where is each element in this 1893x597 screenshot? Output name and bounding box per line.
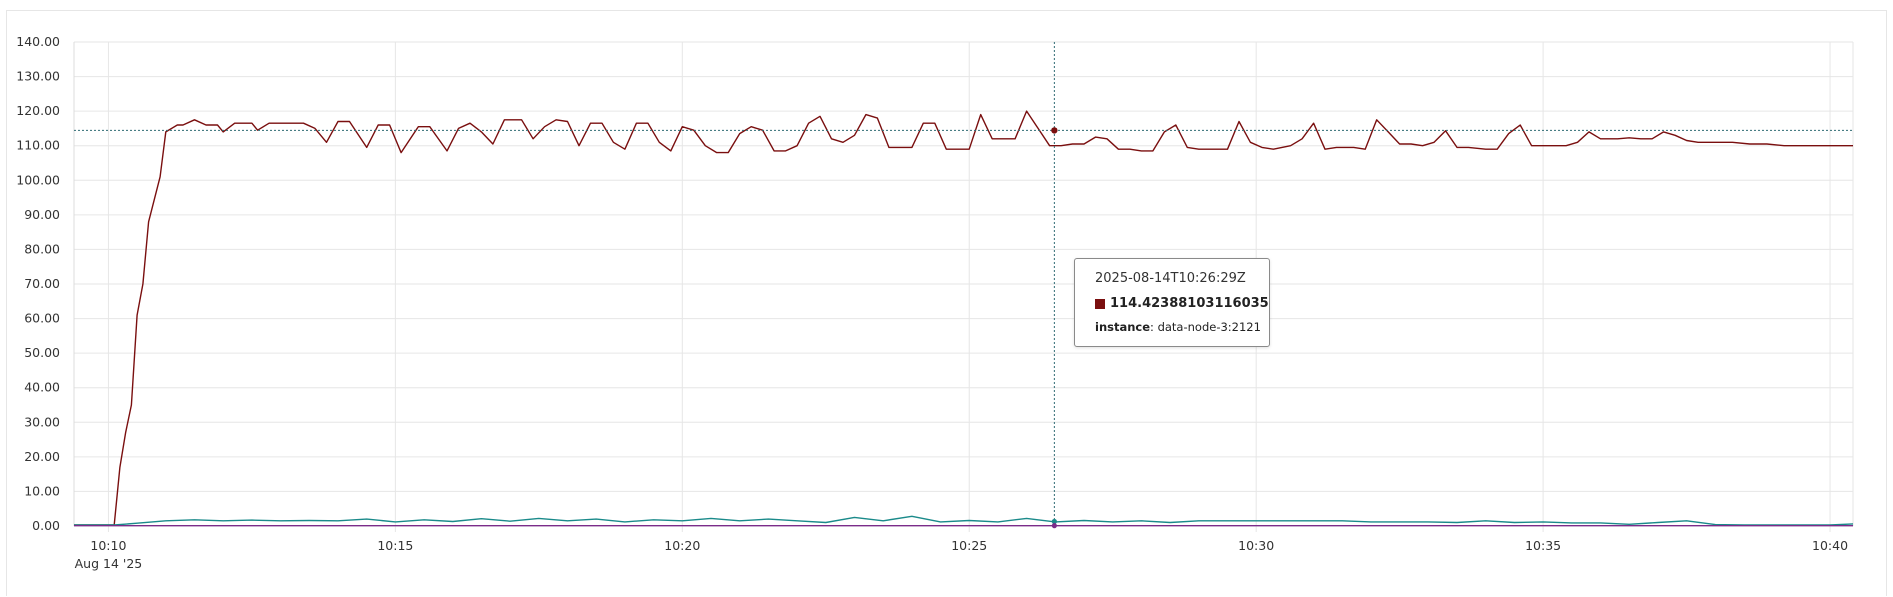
y-tick-label: 80.00 — [24, 241, 60, 256]
x-axis-tick-labels: 10:10 10:15 10:20 10:25 10:30 10:35 10:40 — [90, 538, 1848, 553]
y-tick-label: 60.00 — [24, 311, 60, 326]
y-tick-label: 70.00 — [24, 276, 60, 291]
series-line-2 — [74, 515, 1854, 526]
x-tick-label: 10:15 — [377, 538, 413, 553]
y-tick-label: 90.00 — [24, 207, 60, 222]
y-axis-tick-labels: 0.00 10.00 20.00 30.00 40.00 50.00 60.00 70.00 8… — [16, 34, 60, 533]
y-tick-label: 120.00 — [16, 103, 60, 118]
y-tick-label: 0.00 — [32, 518, 60, 533]
y-tick-label: 110.00 — [16, 138, 60, 153]
y-tick-label: 100.00 — [16, 172, 60, 187]
crosshair-point-series-3 — [1051, 523, 1057, 529]
y-tick-label: 140.00 — [16, 34, 60, 49]
y-tick-label: 10.00 — [24, 483, 60, 498]
x-tick-label: 10:10 — [90, 538, 126, 553]
tooltip-time: 2025-08-14T10:26:29Z — [1095, 271, 1246, 286]
series-lines — [74, 110, 1854, 527]
x-axis-date-label: Aug 14 '25 — [75, 556, 143, 571]
crosshair — [74, 42, 1853, 529]
y-tick-label: 20.00 — [24, 449, 60, 464]
x-tick-label: 10:20 — [664, 538, 700, 553]
tooltip-label-value: data-node-3:2121 — [1157, 320, 1261, 334]
chart-panel — [6, 10, 1887, 596]
x-tick-label: 10:30 — [1238, 538, 1274, 553]
y-tick-label: 30.00 — [24, 414, 60, 429]
x-tick-label: 10:40 — [1812, 538, 1848, 553]
tooltip-value: 114.42388103116035 — [1110, 296, 1269, 311]
tooltip-label-row: instance: data-node-3:2121 — [1095, 320, 1261, 334]
tooltip-value-row: 114.42388103116035 — [1095, 296, 1269, 311]
x-tick-label: 10:25 — [951, 538, 987, 553]
crosshair-point-series-2 — [1051, 518, 1057, 525]
series-color-swatch-icon — [1095, 298, 1105, 309]
series-line-1 — [74, 110, 1853, 526]
hover-tooltip: 2025-08-14T10:26:29Z 114.42388103116035 … — [1074, 258, 1270, 347]
y-tick-label: 50.00 — [24, 345, 60, 360]
grid-lines — [73, 41, 1854, 532]
y-tick-label: 40.00 — [24, 380, 60, 395]
y-tick-label: 130.00 — [16, 69, 60, 84]
tooltip-label-sep: : — [1150, 320, 1158, 334]
crosshair-point-series-1 — [1051, 127, 1058, 134]
x-tick-label: 10:35 — [1525, 538, 1561, 553]
tooltip-label-key: instance — [1095, 320, 1151, 334]
